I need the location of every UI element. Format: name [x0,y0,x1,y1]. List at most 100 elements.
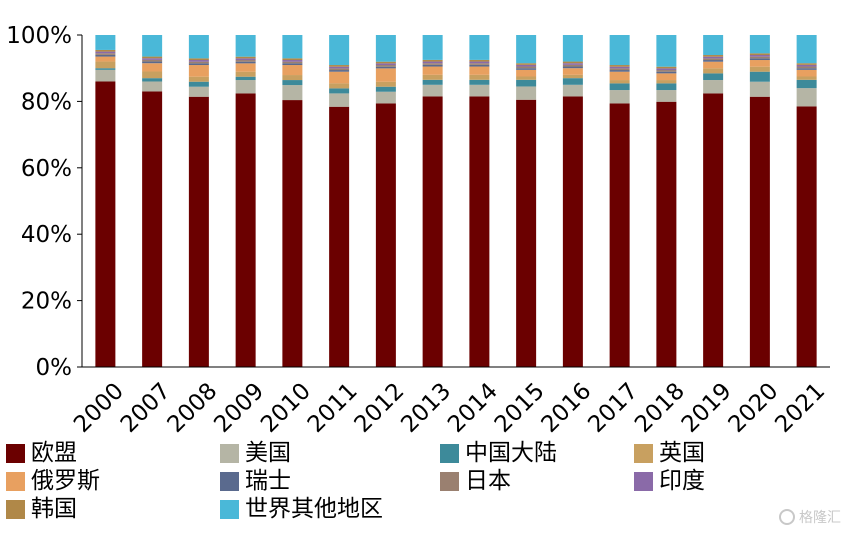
legend-swatch [220,443,239,463]
bar-segment [142,59,163,62]
bar-segment [562,96,583,368]
bar-segment [329,83,350,89]
legend-item: 欧盟 [6,440,77,466]
legend-label: 世界其他地区 [245,496,383,522]
bar-segment [235,60,256,62]
bar-segment [329,106,350,368]
x-tick-label: 2014 [443,378,503,436]
bar-segment [188,58,209,61]
bar-segment [188,76,209,82]
bar-segment [703,56,724,59]
bar-segment [703,60,724,62]
bar-segment [282,35,303,59]
legend-item: 世界其他地区 [220,496,383,522]
bar-segment [656,101,677,367]
bar-segment [329,88,350,94]
legend-label: 俄罗斯 [31,468,100,494]
legend-swatch [220,471,239,491]
bar-segment [749,60,770,67]
watermark-logo-icon [779,509,795,525]
bar-segment [235,80,256,94]
bar-segment [142,61,163,64]
x-tick-label: 2008 [163,378,223,436]
watermark: 格隆汇 [779,507,841,527]
bar-segment [375,68,396,82]
y-tick-label: 80% [21,89,72,115]
bar-segment [188,61,209,64]
bar-segment [375,91,396,104]
legend-item: 瑞士 [220,468,291,494]
legend-swatch [440,443,459,463]
legend-label: 中国大陆 [465,440,557,466]
bar-segment [516,69,537,77]
legend-label: 日本 [465,468,511,494]
bar-segment [469,66,490,75]
bar-segment [375,86,396,92]
bar-segment [469,96,490,368]
bar-segment [282,85,303,101]
bar-segment [95,56,116,62]
legend-item: 英国 [634,440,705,466]
bar-segment [375,63,396,66]
bar-segment [562,66,583,69]
bar-segment [749,71,770,82]
bar-segment [188,65,209,77]
bar-segment [282,65,303,76]
bar-segment [422,96,443,368]
bar-segment [422,59,443,62]
x-tick-label: 2009 [209,378,269,436]
bar-segment [235,58,256,61]
bar-segment [796,66,817,69]
bar-segment [142,58,163,60]
bar-segment [375,81,396,87]
bar-segment [469,61,490,64]
bar-segment [749,58,770,61]
bar-segment [142,35,163,57]
bar-segment [609,68,630,71]
bar-segment [749,53,770,56]
bars [95,35,817,368]
legend-item: 俄罗斯 [6,468,100,494]
x-tick-label: 2010 [256,378,316,436]
bar-segment [422,79,443,85]
bar-segment [375,103,396,368]
bar-segment [609,65,630,67]
y-axis: 0% 20% 40% 60% 80% 100% [6,23,83,381]
bar-segment [95,68,116,70]
bar-segment [562,64,583,67]
bar-segment [329,65,350,67]
bar-segment [235,63,256,72]
bar-segment [749,66,770,72]
bar-segment [609,103,630,368]
bar-segment [656,35,677,67]
bar-segment [422,74,443,80]
x-tick-label: 2017 [583,378,643,436]
bar-segment [703,58,724,61]
bar-segment [235,71,256,77]
bar-segment [656,83,677,91]
bar-segment [188,60,209,62]
bar-segment [656,70,677,72]
bar-segment [469,74,490,80]
bar-segment [329,35,350,66]
bar-segment [796,106,817,367]
bar-segment [329,93,350,107]
legend-swatch [220,499,239,519]
y-tick-label: 0% [36,355,73,381]
bar-segment [188,86,209,97]
bar-segment [375,66,396,69]
bar-segment [329,70,350,72]
bar-segment [656,80,677,84]
bar-segment [469,79,490,85]
x-tick-label: 2011 [303,378,363,436]
y-tick-label: 20% [21,289,72,315]
bar-segment [95,61,116,69]
x-tick-label: 2015 [490,378,550,436]
bar-segment [656,90,677,102]
bar-segment [796,64,817,67]
legend-item: 美国 [220,440,291,466]
bar-segment [95,69,116,82]
bar-segment [562,35,583,62]
bar-segment [516,99,537,368]
bar-segment [282,80,303,86]
